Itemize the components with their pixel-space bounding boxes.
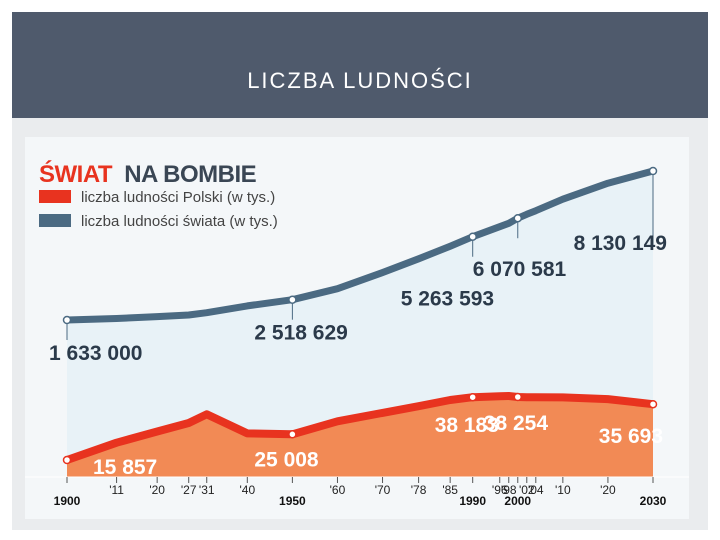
x-tick-label: 1990 <box>459 494 486 508</box>
marker-world <box>288 295 297 304</box>
data-label-world: 1 633 000 <box>49 342 142 365</box>
marker-world <box>468 232 477 241</box>
x-tick-label: '96 <box>492 483 508 497</box>
x-tick-label: 1950 <box>279 494 306 508</box>
x-tick-label: 1900 <box>54 494 81 508</box>
marker-world <box>648 166 658 176</box>
data-label-poland: 15 857 <box>93 456 157 479</box>
area-world <box>67 171 653 460</box>
data-label-poland: 38 254 <box>484 412 549 435</box>
marker-poland <box>468 392 477 402</box>
x-tick-label: '40 <box>239 483 255 497</box>
population-chart: 1 633 000 2 518 629 5 263 593 6 070 581 8 13… <box>25 137 689 519</box>
legend-label-world: liczba ludności świata (w tys.) <box>81 213 278 230</box>
area-poland <box>67 396 653 477</box>
x-tick-label: '02 <box>519 483 535 497</box>
x-tick-label: '20 <box>149 483 165 497</box>
line-poland <box>63 392 657 464</box>
marker-poland <box>648 399 658 409</box>
x-tick-label: '20 <box>600 483 616 497</box>
x-tick-label: 2000 <box>504 494 531 508</box>
marker-world <box>513 213 523 223</box>
legend-swatch-world <box>39 214 71 227</box>
x-tick-label: '10 <box>555 483 571 497</box>
data-label-poland: 38 183 <box>435 414 499 437</box>
slide-title: LICZBA LUDNOŚCI <box>247 68 473 93</box>
x-tick-label: '60 <box>330 483 346 497</box>
chart-title-part2: NA BOMBIE <box>124 161 256 188</box>
data-label-world: 8 130 149 <box>574 232 667 255</box>
line-world <box>63 167 657 324</box>
svg-text:ŚWIAT NA BOMBIE: ŚWIAT NA BOMBIE <box>39 160 257 188</box>
marker-poland <box>288 430 297 439</box>
marker-world <box>62 315 72 325</box>
x-tick-label: '85 <box>442 483 458 497</box>
data-label-world: 2 518 629 <box>254 322 347 345</box>
marker-poland <box>513 392 523 402</box>
x-tick-label: '11 <box>109 483 124 497</box>
x-tick-label: '70 <box>375 483 391 497</box>
data-label-poland: 35 693 <box>599 425 663 448</box>
data-label-poland: 25 008 <box>254 448 319 471</box>
x-tick-label: '27 <box>181 483 197 497</box>
x-tick-label: '04 <box>528 483 544 497</box>
legend-swatch-poland <box>39 190 71 203</box>
x-tick-label: 2030 <box>640 494 667 508</box>
x-tick-label: '98 <box>501 483 517 497</box>
x-tick-label: '31 <box>199 483 215 497</box>
x-tick-label: '78 <box>411 483 427 497</box>
chart-title-part1: ŚWIAT <box>39 160 113 188</box>
data-label-world: 5 263 593 <box>401 288 494 311</box>
data-label-world: 6 070 581 <box>473 258 567 281</box>
marker-poland <box>62 455 72 465</box>
legend-label-poland: liczba ludności Polski (w tys.) <box>81 189 275 206</box>
slide-header: LICZBA LUDNOŚCI <box>12 12 708 118</box>
